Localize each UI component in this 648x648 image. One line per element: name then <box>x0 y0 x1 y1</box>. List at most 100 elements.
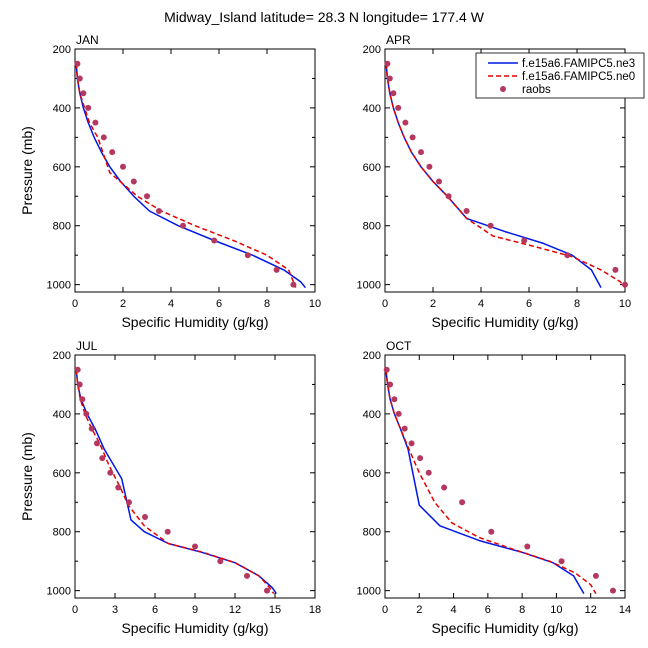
raobs-point-jan <box>109 149 116 156</box>
raobs-point-jul <box>217 558 224 565</box>
raobs-point-apr <box>402 119 409 126</box>
y-tick-label-jan: 600 <box>53 162 71 174</box>
legend-label-3: raobs <box>522 84 551 96</box>
main-title: Midway_Island latitude= 28.3 N longitude… <box>164 9 485 25</box>
x-tick-label-jul: 9 <box>192 604 198 616</box>
raobs-point-jan <box>100 134 107 141</box>
x-tick-label-jan: 2 <box>120 298 126 310</box>
raobs-point-apr <box>445 193 452 200</box>
x-tick-label-oct: 4 <box>451 604 457 616</box>
raobs-point-oct <box>391 396 398 403</box>
raobs-point-oct <box>408 440 415 447</box>
raobs-point-apr <box>487 222 494 229</box>
series-ne0-line-apr <box>385 63 625 289</box>
series-ne0-line-jul <box>75 369 275 595</box>
panel-title-oct: OCT <box>386 339 412 353</box>
x-tick-label-jan: 10 <box>309 298 321 310</box>
raobs-point-jan <box>120 163 126 170</box>
y-axis-label-jan: Pressure (mb) <box>19 126 35 215</box>
raobs-point-jan <box>290 281 297 288</box>
raobs-point-jul <box>192 543 198 550</box>
panel-apr: APR 0 2 4 6 8 10 200 400 600 800 1000 Specific Humid… <box>357 33 632 330</box>
panel-jan: JAN 0 2 4 6 8 10 200 400 600 800 1000 Specific Humid… <box>19 33 321 330</box>
raobs-point-jul <box>74 366 81 373</box>
raobs-point-jul <box>99 455 106 462</box>
raobs-point-apr <box>564 252 571 259</box>
x-tick-label-jul: 12 <box>229 604 241 616</box>
y-tick-label-jul: 400 <box>53 409 71 421</box>
raobs-point-jan <box>244 252 251 259</box>
raobs-point-oct <box>383 366 390 373</box>
legend-marker-3 <box>500 86 506 92</box>
x-tick-label-apr: 2 <box>430 298 436 310</box>
x-tick-label-oct: 6 <box>485 604 491 616</box>
raobs-point-jul <box>83 410 90 417</box>
x-tick-label-oct: 10 <box>550 604 562 616</box>
x-tick-label-jul: 3 <box>112 604 118 616</box>
plot-frame-jul <box>74 354 316 599</box>
raobs-point-jan <box>180 222 186 229</box>
y-tick-label-jan: 200 <box>53 44 71 56</box>
raobs-point-apr <box>386 75 393 82</box>
raobs-point-apr <box>622 281 628 288</box>
legend-label-1: f.e15a6.FAMIPC5.ne3 <box>522 58 635 70</box>
x-tick-label-oct: 2 <box>416 604 422 616</box>
y-tick-label-apr: 1000 <box>357 280 381 292</box>
x-tick-label-jul: 15 <box>269 604 281 616</box>
raobs-point-oct <box>524 543 531 550</box>
raobs-point-jul <box>107 469 114 476</box>
raobs-point-jan <box>85 104 92 111</box>
x-tick-label-jan: 4 <box>168 298 174 310</box>
raobs-point-jul <box>79 396 86 403</box>
x-tick-label-apr: 4 <box>478 298 484 310</box>
x-tick-label-jul: 6 <box>152 604 158 616</box>
series-ne3-line-jan <box>75 63 306 289</box>
y-tick-label-jul: 1000 <box>47 586 71 598</box>
x-axis-label-apr: Specific Humidity (g/kg) <box>431 314 578 330</box>
panel-jul: JUL 0 3 6 9 12 15 18 200 400 600 800 1000 Specific Hu… <box>19 339 321 636</box>
plot-frame-apr <box>384 48 626 293</box>
series-ne3-line-jul <box>75 369 277 595</box>
x-tick-label-apr: 6 <box>526 298 532 310</box>
raobs-point-apr <box>418 149 424 156</box>
raobs-point-apr <box>395 104 402 111</box>
raobs-point-jan <box>144 193 150 200</box>
y-tick-label-oct: 200 <box>363 350 381 362</box>
raobs-point-oct <box>417 455 424 462</box>
y-tick-label-oct: 600 <box>363 468 381 480</box>
raobs-point-oct <box>488 528 495 535</box>
series-ne3-line-apr <box>385 63 602 288</box>
y-tick-label-apr: 800 <box>363 221 381 233</box>
panel-title-jan: JAN <box>76 33 99 47</box>
plot-frame-oct <box>384 354 626 599</box>
x-tick-label-oct: 0 <box>382 604 388 616</box>
series-ne3-line-oct <box>385 369 585 594</box>
raobs-point-oct <box>387 381 394 388</box>
y-tick-label-apr: 400 <box>363 103 381 115</box>
raobs-point-jul <box>164 528 171 535</box>
y-axis-label-jul: Pressure (mb) <box>19 432 35 521</box>
panel-oct: OCT 0 2 4 6 8 10 12 14 200 400 600 800 1000 Specific H… <box>357 339 632 636</box>
y-tick-label-oct: 1000 <box>357 586 381 598</box>
raobs-point-apr <box>409 134 416 141</box>
raobs-point-jan <box>273 266 280 273</box>
raobs-point-jan <box>92 119 99 126</box>
y-tick-label-jan: 1000 <box>47 280 71 292</box>
x-axis-label-jan: Specific Humidity (g/kg) <box>121 314 268 330</box>
x-tick-label-jul: 0 <box>72 604 78 616</box>
raobs-point-jul <box>88 425 95 432</box>
y-tick-label-jul: 200 <box>53 350 71 362</box>
x-axis-label-jul: Specific Humidity (g/kg) <box>121 620 268 636</box>
plot-frame-jan <box>74 48 316 293</box>
raobs-point-oct <box>592 572 599 579</box>
raobs-point-jul <box>142 514 148 520</box>
y-tick-label-jul: 600 <box>53 468 71 480</box>
raobs-point-jan <box>156 208 162 214</box>
raobs-point-apr <box>612 266 619 273</box>
series-ne0-line-oct <box>385 369 597 594</box>
raobs-point-jan <box>74 60 81 67</box>
raobs-point-oct <box>401 425 408 432</box>
x-tick-label-oct: 14 <box>619 604 631 616</box>
x-tick-label-jan: 8 <box>264 298 270 310</box>
